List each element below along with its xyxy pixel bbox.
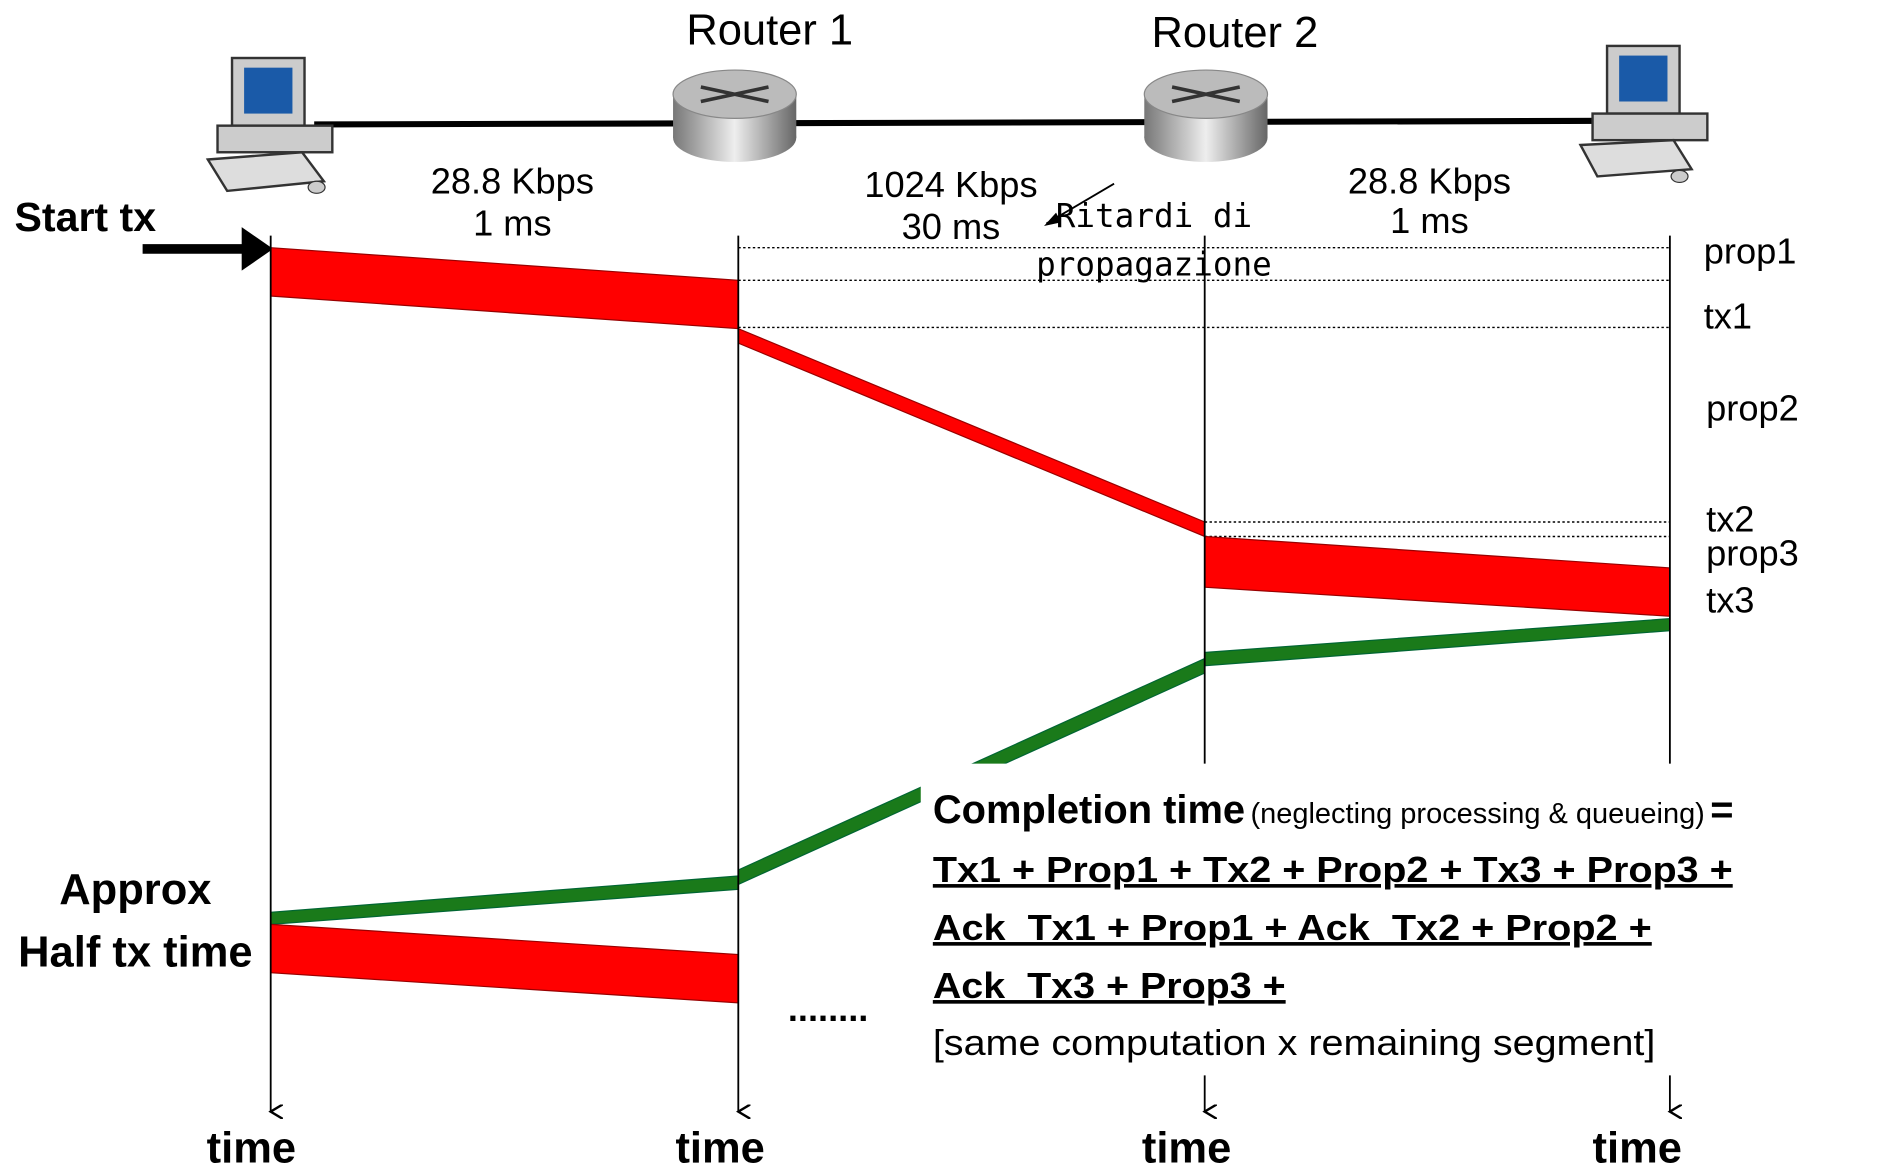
- formula-last: [same computation x remaining segment]: [933, 1022, 1656, 1063]
- formula-line: Tx1 + Prop1 + Tx2 + Prop2 + Tx3 + Prop3 …: [933, 849, 1733, 890]
- network-link: [314, 121, 1607, 125]
- delay-label: tx3: [1706, 580, 1754, 621]
- formula-line: Ack_Tx1 + Prop1 + Ack_Tx2 + Prop2 +: [933, 907, 1652, 948]
- computer-left: [208, 58, 332, 193]
- link-rate: 28.8 Kbps: [1348, 160, 1511, 201]
- link-delay: 1 ms: [1390, 200, 1469, 241]
- router-label: Router 2: [1152, 9, 1319, 57]
- time-label: time: [675, 1124, 764, 1166]
- formula-title: Completion time: [933, 788, 1245, 832]
- ack-label: Half tx time: [18, 929, 252, 977]
- formula-line: Ack_Tx3 + Prop3 +: [933, 965, 1286, 1006]
- time-label: time: [207, 1124, 296, 1166]
- delay-label: prop2: [1706, 387, 1799, 428]
- router-2: [1144, 70, 1267, 162]
- diagram: Router 1 Router 2 28.8 Kbps 1 ms 1024 Kb…: [0, 0, 1885, 1166]
- delay-label: tx1: [1704, 296, 1752, 337]
- annotation: propagazione: [1036, 245, 1272, 283]
- link-rate: 28.8 Kbps: [431, 160, 594, 201]
- link-delay: 1 ms: [473, 203, 552, 244]
- formula-equals: =: [1710, 788, 1733, 832]
- time-label: time: [1593, 1124, 1682, 1166]
- delay-label: prop3: [1706, 532, 1799, 573]
- ack-label: Approx: [59, 866, 211, 914]
- ellipsis: ........: [788, 988, 869, 1029]
- annotation: Ritardi di: [1056, 197, 1252, 235]
- start-arrowhead: [242, 227, 273, 270]
- computer-right: [1580, 46, 1707, 183]
- link-rate: 1024 Kbps: [864, 164, 1037, 205]
- formula-note: (neglecting processing & queueing): [1250, 798, 1704, 830]
- delay-label: prop1: [1704, 230, 1797, 271]
- link-delay: 30 ms: [902, 206, 1001, 247]
- time-label: time: [1142, 1124, 1231, 1166]
- start-label: Start tx: [15, 194, 157, 240]
- router-1: [673, 70, 796, 162]
- router-label: Router 1: [686, 7, 853, 55]
